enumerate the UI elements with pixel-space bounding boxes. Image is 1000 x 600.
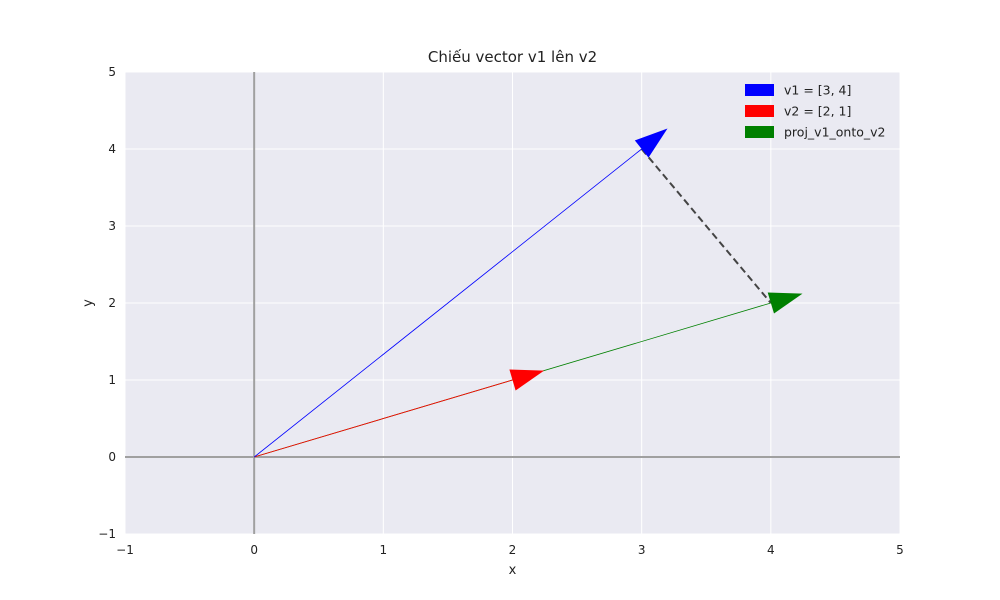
y-tick-label: 0: [108, 450, 116, 464]
legend-item: v1 = [3, 4]: [745, 83, 851, 98]
x-tick-label: 2: [509, 543, 517, 557]
x-tick-label: 3: [638, 543, 646, 557]
x-tick-label: 0: [250, 543, 258, 557]
legend-label: v1 = [3, 4]: [784, 83, 851, 98]
y-tick-label: 3: [108, 219, 116, 233]
projection-dashed-line: [640, 148, 772, 304]
chart-title: Chiếu vector v1 lên v2: [428, 48, 597, 66]
vector-arrowhead: [509, 369, 545, 391]
legend: v1 = [3, 4] v2 = [2, 1] proj_v1_onto_v2: [745, 83, 886, 140]
legend-swatch: [745, 126, 774, 138]
vectors: [253, 128, 803, 458]
tick-labels: −1 0 1 2 3 4 5 −1 0 1 2 3 4 5: [98, 65, 904, 557]
legend-label: proj_v1_onto_v2: [784, 125, 886, 140]
legend-label: v2 = [2, 1]: [784, 104, 851, 119]
x-tick-label: 4: [767, 543, 775, 557]
vector-shaft: [254, 379, 513, 458]
vector-1: [253, 128, 668, 458]
x-tick-label: −1: [116, 543, 134, 557]
y-tick-label: −1: [98, 527, 116, 541]
y-tick-label: 1: [108, 373, 116, 387]
x-tick-label: 1: [380, 543, 388, 557]
vector-shaft: [253, 148, 642, 458]
y-tick-label: 4: [108, 142, 116, 156]
vector-arrowhead: [767, 292, 803, 314]
legend-swatch: [745, 84, 774, 96]
x-tick-label: 5: [896, 543, 904, 557]
legend-item: v2 = [2, 1]: [745, 104, 851, 119]
y-axis-label: y: [81, 299, 96, 307]
legend-swatch: [745, 105, 774, 117]
vector-2: [254, 369, 545, 458]
legend-item: proj_v1_onto_v2: [745, 125, 886, 140]
x-axis-label: x: [509, 563, 517, 578]
vector-arrowhead: [634, 128, 668, 158]
y-tick-label: 2: [108, 296, 116, 310]
y-tick-label: 5: [108, 65, 116, 79]
